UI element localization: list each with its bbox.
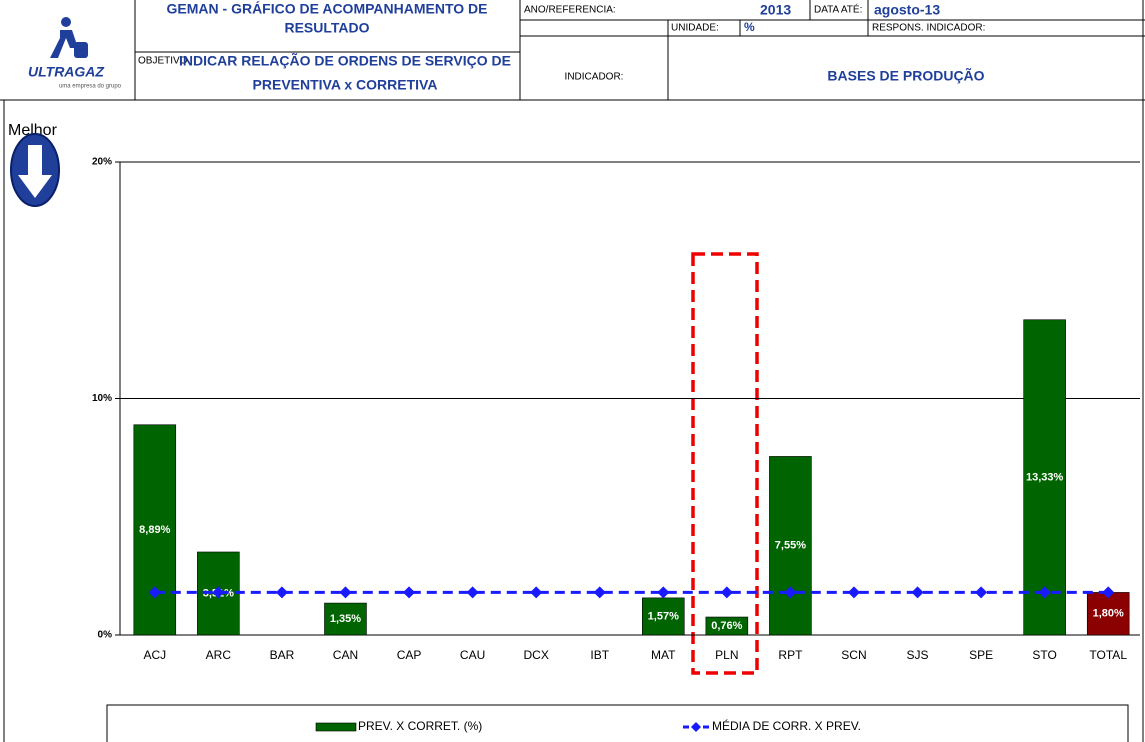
bar bbox=[705, 616, 749, 636]
x-tick-label: IBT bbox=[590, 648, 609, 662]
bar bbox=[642, 597, 685, 636]
x-tick-label: CAN bbox=[333, 648, 358, 662]
label: UNIDADE: bbox=[671, 23, 719, 34]
x-tick-label: CAU bbox=[460, 648, 485, 662]
marker bbox=[403, 586, 416, 599]
legend-swatch bbox=[315, 722, 357, 732]
label: DATA ATÉ: bbox=[814, 3, 862, 16]
x-tick-label: TOTAL bbox=[1089, 648, 1127, 662]
logo-text: ULTRAGAZ bbox=[28, 64, 104, 80]
data-label: 1,57% bbox=[648, 610, 679, 622]
marker bbox=[212, 586, 225, 599]
arrow-icon bbox=[10, 133, 60, 207]
marker bbox=[720, 586, 733, 599]
title: RESULTADO bbox=[284, 20, 369, 36]
marker bbox=[339, 586, 352, 599]
x-tick-label: ARC bbox=[206, 648, 232, 662]
label: OBJETIVO bbox=[138, 56, 188, 67]
marker bbox=[847, 586, 860, 599]
value: % bbox=[744, 20, 755, 34]
marker bbox=[911, 586, 924, 599]
bar bbox=[133, 424, 177, 636]
data-label: 13,33% bbox=[1026, 471, 1064, 483]
bar bbox=[324, 602, 367, 636]
better-label: Melhor bbox=[8, 122, 58, 139]
y-tick-label: 0% bbox=[98, 630, 113, 641]
x-tick-label: SJS bbox=[907, 648, 929, 662]
value: agosto-13 bbox=[874, 2, 940, 18]
legend-label: MÉDIA DE CORR. X PREV. bbox=[712, 718, 861, 733]
objective: INDICAR RELAÇÃO DE ORDENS DE SERVIÇO DE bbox=[179, 52, 511, 69]
value: 2013 bbox=[760, 2, 791, 18]
legend-label: PREV. X CORRET. (%) bbox=[358, 719, 482, 733]
data-label: 1,80% bbox=[1093, 608, 1124, 620]
marker bbox=[275, 586, 288, 599]
legend bbox=[106, 704, 1129, 742]
marker bbox=[657, 586, 670, 599]
logo: ULTRAGAZ uma empresa do grupo bbox=[28, 17, 122, 90]
marker bbox=[975, 586, 988, 599]
marker bbox=[530, 586, 543, 599]
label: ANO/REFERENCIA: bbox=[524, 5, 616, 16]
x-tick-label: DCX bbox=[523, 648, 548, 662]
marker bbox=[148, 586, 161, 599]
bar bbox=[769, 456, 812, 636]
marker bbox=[593, 586, 606, 599]
y-tick-label: 20% bbox=[92, 157, 112, 168]
marker bbox=[1102, 586, 1115, 599]
logo-tagline: uma empresa do grupo bbox=[59, 84, 122, 90]
x-tick-label: STO bbox=[1032, 648, 1056, 662]
x-tick-label: MAT bbox=[651, 648, 676, 662]
marker bbox=[1038, 586, 1051, 599]
marker bbox=[784, 586, 797, 599]
x-tick-label: SPE bbox=[969, 648, 993, 662]
title: GEMAN - GRÁFICO DE ACOMPANHAMENTO DE bbox=[167, 1, 488, 17]
objective: PREVENTIVA x CORRETIVA bbox=[253, 77, 438, 93]
x-tick-label: ACJ bbox=[143, 648, 166, 662]
data-label: 1,35% bbox=[330, 613, 361, 625]
x-tick-label: SCN bbox=[841, 648, 866, 662]
marker bbox=[466, 586, 479, 599]
value: BASES DE PRODUÇÃO bbox=[827, 67, 984, 84]
data-label: 0,76% bbox=[711, 620, 742, 632]
legend-swatch bbox=[691, 722, 701, 732]
data-label: 7,55% bbox=[775, 540, 806, 552]
x-tick-label: CAP bbox=[397, 648, 422, 662]
data-label: 8,89% bbox=[139, 524, 170, 536]
x-tick-label: PLN bbox=[715, 648, 738, 662]
label: INDICADOR: bbox=[565, 72, 624, 83]
bar bbox=[1023, 319, 1066, 636]
x-tick-label: RPT bbox=[778, 648, 803, 662]
y-tick-label: 10% bbox=[92, 393, 112, 404]
x-tick-label: BAR bbox=[270, 648, 295, 662]
bar bbox=[1086, 592, 1130, 636]
label: RESPONS. INDICADOR: bbox=[872, 23, 985, 34]
highlight-box bbox=[691, 252, 759, 675]
